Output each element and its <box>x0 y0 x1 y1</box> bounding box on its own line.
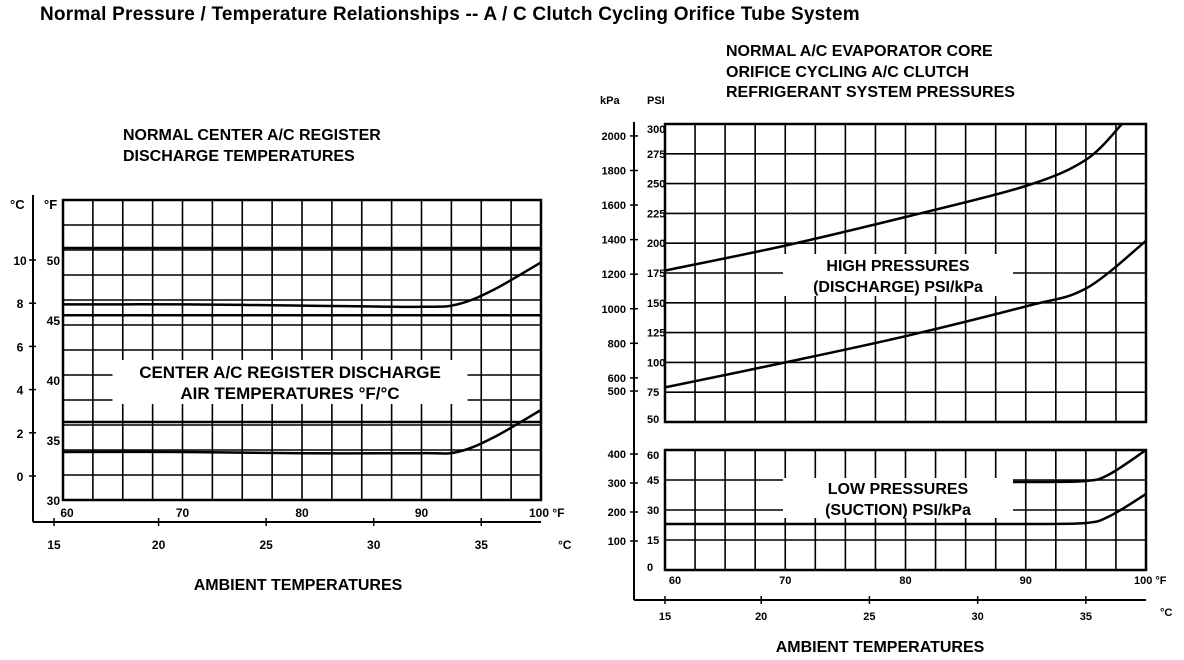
right-chart-y-unit-secondary: kPa <box>600 95 620 107</box>
left-chart-ytick-c: 0 <box>17 470 24 484</box>
right-chart-high-series-line <box>664 239 1147 389</box>
right-chart-high-ytick-kpa: 1400 <box>602 235 626 247</box>
left-chart-ytick-f: 30 <box>47 494 61 508</box>
left-chart-xtick-c: 15 <box>47 538 61 552</box>
right-chart-high-ytick-kpa: 1600 <box>602 200 626 212</box>
left-chart-xtick-c: 35 <box>475 538 489 552</box>
right-chart-xtick-c: 20 <box>755 611 767 623</box>
right-chart-xtick-c: 25 <box>863 611 875 623</box>
right-chart-high-ytick-psi: 300 <box>647 124 665 136</box>
right-chart-high-ytick-psi: 50 <box>647 414 659 426</box>
right-chart-low-ytick-kpa: 100 <box>608 536 626 548</box>
left-chart-x-unit-secondary: °C <box>558 538 572 552</box>
right-chart-low-ytick-psi: 60 <box>647 450 659 462</box>
right-chart-low-ytick-kpa: 300 <box>608 478 626 490</box>
right-chart-xtick-c: 30 <box>972 611 984 623</box>
right-chart-title-line1: NORMAL A/C EVAPORATOR CORE <box>726 43 993 60</box>
right-chart-high-ytick-kpa: 1000 <box>602 304 626 316</box>
left-chart-xtick-c: 20 <box>152 538 166 552</box>
left-chart-ytick-f: 50 <box>47 254 61 268</box>
right-chart-low-ytick-psi: 15 <box>647 535 659 547</box>
right-chart-y-unit-primary: PSI <box>647 95 665 107</box>
left-chart-ytick-c: 2 <box>17 427 24 441</box>
right-chart-low-ytick-psi: 30 <box>647 505 659 517</box>
left-chart-ytick-c: 6 <box>17 340 24 354</box>
right-chart-low-band-label-line2: (SUCTION) PSI/kPa <box>825 502 971 519</box>
left-chart-xtick-c: 30 <box>367 538 381 552</box>
left-chart-xtick-f: 80 <box>295 506 309 520</box>
left-chart-ytick-c: 4 <box>17 384 24 398</box>
right-chart-low-band-label-line1: LOW PRESSURES <box>828 481 969 498</box>
left-chart-y-unit-primary: °F <box>44 197 57 212</box>
right-chart-high-ytick-kpa: 2000 <box>602 131 626 143</box>
right-chart-high-band-label-line1: HIGH PRESSURES <box>826 258 969 275</box>
left-chart-ytick-c: 8 <box>17 297 24 311</box>
right-chart-title-line2: ORIFICE CYCLING A/C CLUTCH <box>726 64 969 81</box>
right-chart-xtick-f: 70 <box>779 575 791 587</box>
right-chart-xtick-f: 60 <box>669 575 681 587</box>
right-chart-high-ytick-psi: 275 <box>647 149 665 161</box>
left-chart-xtick-f: 70 <box>176 506 190 520</box>
left-chart-ytick-c: 10 <box>13 254 27 268</box>
right-chart-xtick-f: 100 °F <box>1134 575 1167 587</box>
right-chart-xtick-c: 35 <box>1080 611 1092 623</box>
right-chart-high-ytick-psi: 175 <box>647 268 665 280</box>
right-chart-high-ytick-psi: 225 <box>647 208 665 220</box>
right-chart-low-ytick-psi: 0 <box>647 562 653 574</box>
left-chart-band-label-line2: AIR TEMPERATURES °F/°C <box>180 384 399 403</box>
right-chart-xtick-f: 80 <box>899 575 911 587</box>
right-chart-low-ytick-kpa: 200 <box>608 507 626 519</box>
right-chart-xtick-f: 90 <box>1020 575 1032 587</box>
page-title: Normal Pressure / Temperature Relationsh… <box>40 4 860 25</box>
left-chart-series-line <box>62 261 542 309</box>
right-chart-x-unit-secondary: °C <box>1160 607 1172 619</box>
left-chart-xtick-f: 90 <box>415 506 429 520</box>
left-chart-title-line2: DISCHARGE TEMPERATURES <box>123 148 355 165</box>
left-chart-x-label: AMBIENT TEMPERATURES <box>194 577 403 594</box>
left-chart-xtick-c: 25 <box>259 538 273 552</box>
right-chart-high-ytick-kpa: 1800 <box>602 165 626 177</box>
right-chart-low-ytick-kpa: 400 <box>608 449 626 461</box>
left-chart-band-label-bg <box>112 360 468 404</box>
right-chart-low-ytick-psi: 45 <box>647 475 659 487</box>
right-chart-high-ytick-kpa: 1200 <box>602 269 626 281</box>
right-chart-high-ytick-psi: 75 <box>647 387 659 399</box>
left-chart-band-label-line1: CENTER A/C REGISTER DISCHARGE <box>139 363 441 382</box>
right-chart-high-ytick-psi: 200 <box>647 238 665 250</box>
right-chart-low-band-label-bg <box>783 478 1013 518</box>
right-chart-high-band-label-line2: (DISCHARGE) PSI/kPa <box>813 279 983 296</box>
right-chart-high-series-line <box>664 123 1123 272</box>
right-chart-high-ytick-psi: 125 <box>647 328 665 340</box>
right-chart-high-ytick-psi: 150 <box>647 298 665 310</box>
right-chart-x-label: AMBIENT TEMPERATURES <box>776 639 985 656</box>
left-chart-xtick-f: 60 <box>60 506 74 520</box>
left-chart-y-unit-secondary: °C <box>10 197 25 212</box>
left-chart-ytick-f: 40 <box>47 374 61 388</box>
right-chart-high-ytick-kpa: 800 <box>608 338 626 350</box>
right-chart-high-band-label-bg <box>783 254 1013 296</box>
right-chart-xtick-c: 15 <box>659 611 671 623</box>
right-chart-title-line3: REFRIGERANT SYSTEM PRESSURES <box>726 84 1015 101</box>
left-chart-xtick-f: 100 °F <box>529 506 564 520</box>
right-chart-high-ytick-psi: 250 <box>647 179 665 191</box>
left-chart-ytick-f: 35 <box>47 434 61 448</box>
right-chart-low-series-line <box>665 492 1147 526</box>
right-chart-high-ytick-kpa: 600 <box>608 373 626 385</box>
left-chart-title-line1: NORMAL CENTER A/C REGISTER <box>123 127 381 144</box>
right-chart-high-ytick-kpa: 500 <box>608 386 626 398</box>
right-chart-high-ytick-psi: 100 <box>647 357 665 369</box>
left-chart-series-line <box>62 408 542 455</box>
left-chart-ytick-f: 45 <box>47 314 61 328</box>
